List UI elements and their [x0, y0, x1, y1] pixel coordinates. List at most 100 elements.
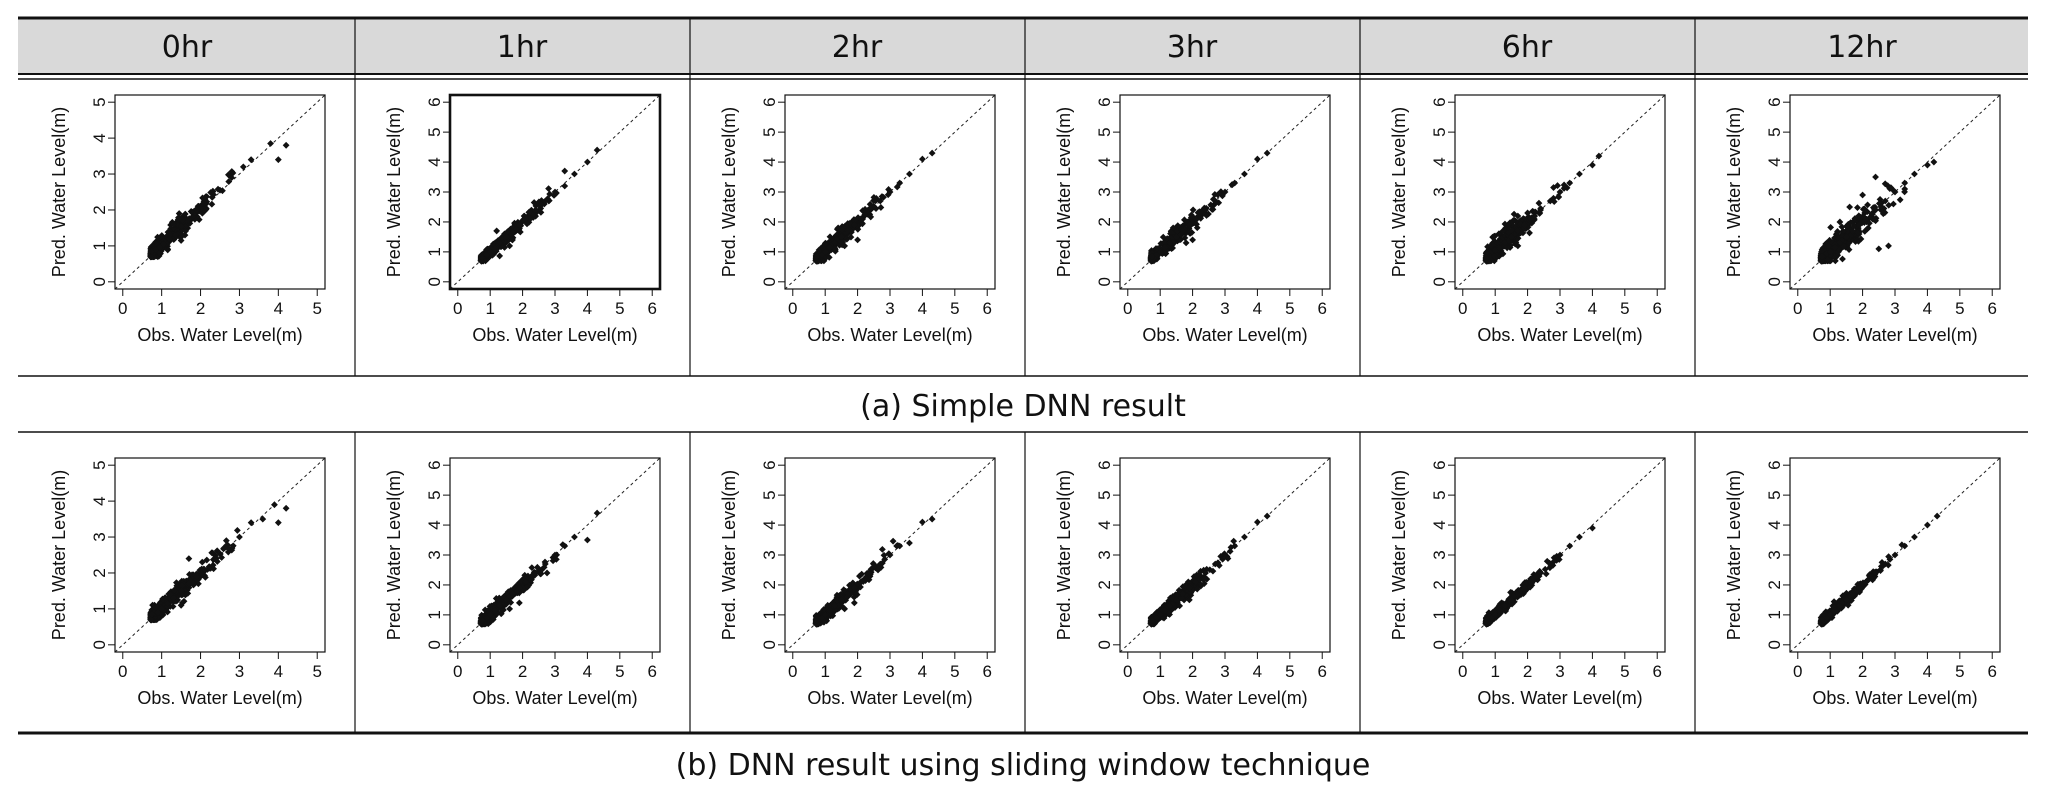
y-tick-label: 4 — [760, 520, 779, 529]
data-point — [1202, 569, 1209, 577]
data-point — [1843, 222, 1851, 230]
data-point — [191, 215, 199, 223]
data-point — [147, 616, 155, 624]
data-point — [484, 245, 492, 253]
data-point — [541, 197, 549, 205]
data-point — [233, 527, 241, 534]
data-point — [561, 167, 569, 175]
data-point — [1169, 594, 1177, 602]
data-point — [236, 533, 243, 541]
data-point — [148, 610, 156, 618]
data-point — [1179, 590, 1187, 598]
x-tick-label: 2 — [1188, 299, 1197, 318]
y-tick-label: 3 — [425, 550, 444, 559]
x-axis-label: Obs. Water Level(m) — [807, 325, 972, 345]
data-point — [504, 588, 512, 596]
y-tick-label: 1 — [760, 247, 779, 256]
data-point — [571, 533, 578, 541]
data-point — [1541, 565, 1549, 573]
data-point — [1166, 602, 1174, 610]
data-point — [522, 578, 530, 586]
x-tick-label: 6 — [1652, 299, 1661, 318]
data-point — [177, 237, 185, 244]
y-tick-label: 1 — [760, 610, 779, 619]
data-point — [167, 231, 174, 239]
data-point — [866, 200, 874, 208]
y-axis-label: Pred. Water Level(m) — [49, 107, 69, 277]
data-point — [1864, 201, 1871, 209]
data-point — [837, 596, 845, 604]
y-tick-label: 6 — [1430, 460, 1449, 469]
y-tick-label: 6 — [760, 460, 779, 469]
points — [812, 515, 936, 628]
data-point — [1537, 206, 1544, 214]
data-point — [1818, 248, 1826, 256]
data-point — [1501, 602, 1509, 610]
data-point — [504, 228, 511, 236]
data-point — [1520, 221, 1528, 229]
data-point — [1172, 233, 1180, 241]
scatter-panels: 0 1 2 3 4 5 0 1 2 3 4 5 Obs. Water Level(m) Pred. Wat… — [49, 93, 2001, 708]
data-point — [1209, 567, 1217, 575]
data-point — [1529, 207, 1536, 215]
plot-frame — [114, 457, 326, 653]
x-tick-label: 3 — [550, 662, 559, 681]
data-point — [1482, 254, 1490, 262]
data-point — [1836, 218, 1844, 226]
data-point — [1185, 221, 1193, 229]
x-tick-label: 1 — [820, 299, 829, 318]
data-point — [867, 205, 874, 212]
data-point — [154, 609, 162, 616]
data-point — [155, 249, 163, 257]
x-tick-label: 0 — [1123, 662, 1132, 681]
x-tick-label: 0 — [118, 299, 127, 318]
data-point — [1865, 219, 1873, 227]
data-point — [1153, 251, 1161, 259]
data-point — [1177, 231, 1185, 239]
y-tick-label: 5 — [1765, 127, 1784, 136]
y-tick-label: 3 — [90, 532, 109, 541]
data-point — [1526, 229, 1533, 237]
data-point — [1527, 215, 1535, 223]
x-tick-label: 5 — [1285, 299, 1294, 318]
data-point — [225, 178, 233, 185]
data-point — [880, 193, 887, 201]
data-point — [1872, 206, 1879, 214]
data-point — [1842, 233, 1850, 241]
y-tick-label: 2 — [1095, 580, 1114, 589]
data-point — [147, 253, 155, 261]
data-point — [928, 149, 936, 157]
data-point — [545, 197, 553, 205]
x-tick-label: 5 — [1285, 662, 1294, 681]
y-tick-label: 2 — [90, 568, 109, 577]
data-point — [1872, 173, 1879, 181]
data-point — [1532, 573, 1540, 581]
data-point — [1836, 239, 1844, 247]
data-point — [541, 560, 549, 568]
data-point — [509, 236, 516, 244]
data-point — [1489, 241, 1497, 248]
y-tick-label: 1 — [1430, 610, 1449, 619]
data-point — [239, 163, 247, 171]
data-point — [507, 599, 515, 606]
x-tick-label: 2 — [1523, 662, 1532, 681]
data-point — [1263, 149, 1271, 157]
y-tick-label: 5 — [760, 490, 779, 499]
data-point — [831, 602, 839, 610]
data-point — [893, 183, 901, 191]
data-point — [1846, 203, 1854, 211]
data-point — [1161, 243, 1169, 251]
data-point — [1556, 551, 1564, 559]
data-point — [1555, 556, 1563, 563]
data-point — [1483, 619, 1491, 627]
data-point — [1192, 215, 1200, 223]
y-tick-label: 5 — [90, 97, 109, 106]
y-tick-label: 6 — [425, 97, 444, 106]
y-tick-label: 4 — [1095, 520, 1114, 529]
data-point — [1254, 155, 1261, 163]
data-point — [1514, 590, 1522, 598]
data-point — [1184, 578, 1192, 586]
data-point — [1217, 552, 1225, 560]
data-point — [1483, 248, 1491, 256]
y-tick-label: 6 — [1095, 97, 1114, 106]
